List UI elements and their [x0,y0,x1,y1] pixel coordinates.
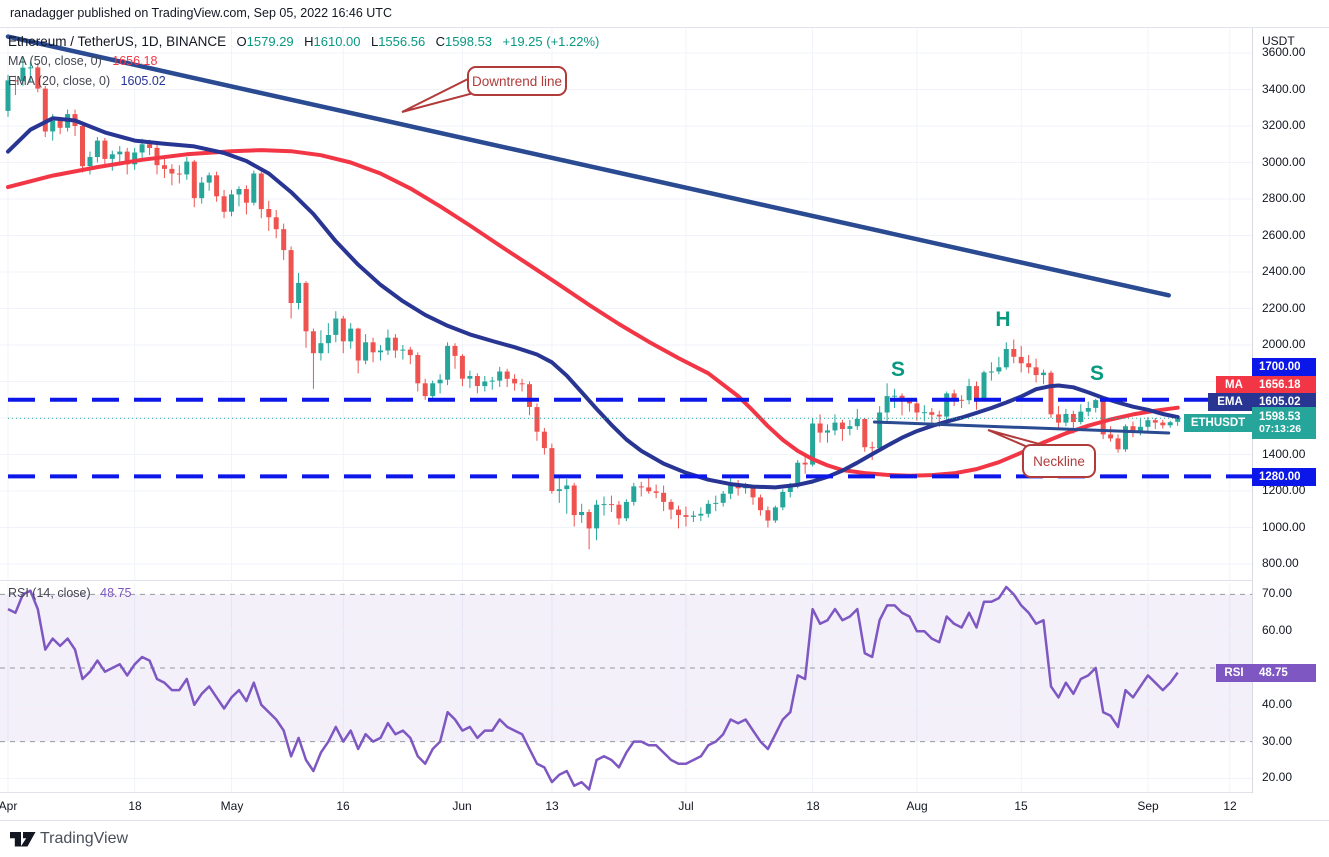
price-badge-value: 1605.02 [1252,393,1316,411]
ema20-line[interactable] [6,116,1180,490]
price-badge-value: 1280.00 [1252,468,1316,486]
rsi-axis-label: 70.00 [1262,586,1293,600]
price-axis-label: 2600.00 [1262,228,1306,242]
downtrend-line[interactable] [5,34,1171,298]
price-chart[interactable] [0,28,1252,580]
brand-name: TradingView [40,830,129,847]
ema-label: EMA (20, close, 0) [8,74,111,88]
rsi-axis-label: 60.00 [1262,623,1293,637]
price-axis-label: 800.00 [1262,556,1299,570]
rsi-axis-label: 20.00 [1262,770,1293,784]
ema-legend-row: EMA (20, close, 0) 1605.02 [8,71,599,91]
symbol-title: Ethereum / TetherUS, 1D, BINANCE [8,34,227,49]
time-axis-label: Aug [906,799,928,813]
price-axis-label: 2800.00 [1262,191,1306,205]
time-axis-label: 15 [1014,799,1028,813]
price-axis-label: 3000.00 [1262,155,1306,169]
price-axis-label: 3200.00 [1262,118,1306,132]
low-value: 1556.56 [378,34,426,49]
rsi-value: 48.75 [100,586,132,600]
pattern-label-h[interactable]: H [995,308,1011,331]
neckline-line[interactable] [872,420,1171,435]
price-axis-label: 2400.00 [1262,264,1306,278]
time-axis-label: 12 [1223,799,1237,813]
price-axis-unit: USDT [1262,34,1295,48]
price-axis-label: 1000.00 [1262,520,1306,534]
ma-value: 1656.18 [112,54,158,68]
open-label: O [236,34,247,49]
open-value: 1579.29 [246,34,294,49]
low-label: L [370,34,379,49]
rsi-line[interactable] [7,585,1179,791]
time-axis-label: 18 [128,799,142,813]
time-axis-label: 16 [336,799,350,813]
divider [0,820,1329,821]
tradingview-logo [10,832,36,847]
symbol-ohlc-row: Ethereum / TetherUS, 1D, BINANCE O1579.2… [8,32,599,51]
footer: TradingView [0,821,1329,857]
price-badge-tag: ETHUSDT [1184,414,1252,432]
rsi-chart[interactable] [0,583,1252,793]
rsi-axis-label: 40.00 [1262,697,1293,711]
high-label: H [304,34,314,49]
price-axis-label: 2200.00 [1262,301,1306,315]
pane-divider [0,580,1252,581]
time-axis-label: Sep [1137,799,1159,813]
price-axis-label: 1200.00 [1262,483,1306,497]
rsi-legend: RSI (14, close) 48.75 [8,586,131,600]
rsi-label: RSI (14, close) [8,586,91,600]
rsi-badge-tag: RSI [1216,664,1252,682]
symbol-legend: Ethereum / TetherUS, 1D, BINANCE O1579.2… [8,32,599,91]
time-axis-label: Jun [452,799,472,813]
price-axis-label: 3400.00 [1262,82,1306,96]
close-label: C [435,34,446,49]
candles[interactable] [5,56,1181,550]
time-axis-label: Apr [0,799,18,813]
ma-legend-row: MA (50, close, 0) 1656.18 [8,51,599,71]
time-axis-label: 13 [545,799,559,813]
ma-label: MA (50, close, 0) [8,54,102,68]
price-badge-value: 1656.18 [1252,376,1316,394]
close-value: 1598.53 [445,34,493,49]
pattern-label-s[interactable]: S [1089,362,1105,385]
price-axis-label: 1400.00 [1262,447,1306,461]
time-axis-label: May [220,799,244,813]
price-badge-value: 1700.00 [1252,358,1316,376]
price-badge-value: 1598.53 07:13:26 [1252,407,1316,439]
price-badge-tag: MA [1216,376,1252,394]
time-axis-label: 18 [806,799,820,813]
ema-value: 1605.02 [120,74,166,88]
high-value: 1610.00 [313,34,361,49]
pattern-label-s[interactable]: S [890,358,906,381]
ma50-line[interactable] [6,148,1180,478]
rsi-axis-label: 30.00 [1262,734,1293,748]
divider [0,792,1329,793]
publish-info: ranadagger published on TradingView.com,… [10,6,392,20]
time-axis[interactable]: Apr 18 May 16 Jun 13 Jul 18 Aug 15 Sep 12 [0,793,1252,820]
time-axis-label: Jul [678,799,694,813]
callout-downtrend-line[interactable]: Downtrend line [467,66,567,96]
divider [0,27,1329,28]
change-value: +19.25 (+1.22%) [502,34,600,49]
price-axis-label: 3600.00 [1262,45,1306,59]
rsi-badge-value: 48.75 [1252,664,1316,682]
price-axis-label: 2000.00 [1262,337,1306,351]
callout-neckline[interactable]: Neckline [1022,444,1096,478]
price-badge-tag: EMA [1208,393,1252,411]
